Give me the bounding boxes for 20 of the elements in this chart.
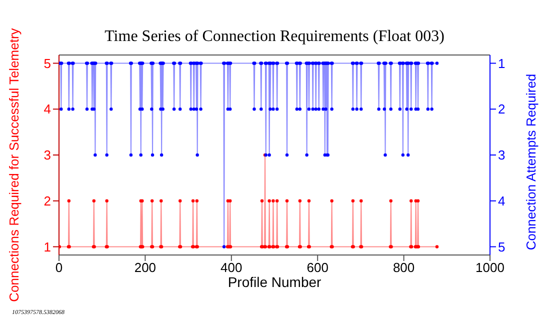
y2-tick-label: 3 (498, 148, 506, 163)
x-tick-label: 400 (220, 260, 242, 276)
chart-title: Time Series of Connection Requirements (Float 003) (104, 28, 446, 46)
x-tick-label: 0 (55, 260, 63, 276)
x-tick-label: 1000 (476, 260, 504, 276)
y2-tick-label: 5 (498, 239, 506, 254)
y2-tick-label: 2 (498, 102, 506, 117)
x-tick-label: 800 (392, 260, 415, 276)
y-axis-title: Connections Required for Successful Telemetry (6, 28, 22, 302)
y-tick-label: 4 (44, 102, 51, 117)
y-tick-label: 2 (44, 193, 51, 208)
y2-axis-title: Connection Attempts Required (524, 74, 538, 250)
y2-tick-label: 4 (498, 193, 506, 208)
y-tick-label: 1 (44, 239, 51, 254)
y-tick-label: 3 (44, 148, 51, 163)
x-tick-label: 600 (306, 260, 328, 276)
y2-tick-label: 1 (498, 56, 506, 71)
x-tick-label: 200 (134, 260, 156, 276)
x-axis-title: Profile Number (228, 274, 322, 290)
y-tick-label: 5 (44, 56, 51, 71)
